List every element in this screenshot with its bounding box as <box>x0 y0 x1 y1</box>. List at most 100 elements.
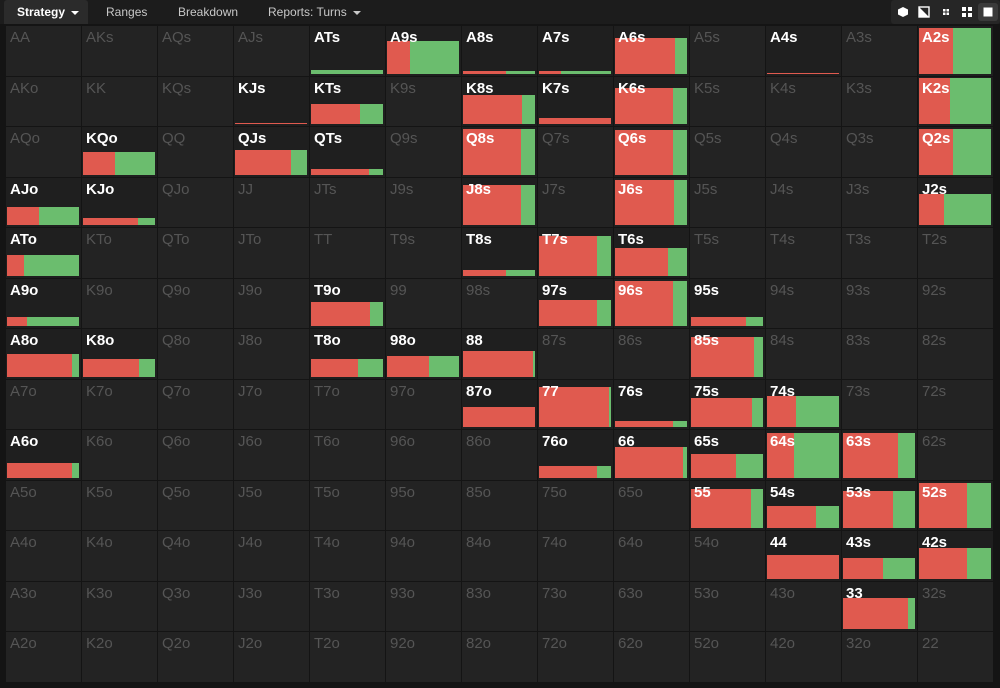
hand-cell[interactable]: 52s <box>918 480 994 531</box>
hand-cell[interactable]: 76o <box>538 430 614 481</box>
hand-cell[interactable]: 93s <box>842 278 918 329</box>
hand-cell[interactable]: J8o <box>234 329 310 380</box>
hand-cell[interactable]: 87o <box>462 379 538 430</box>
hand-cell[interactable]: 43s <box>842 531 918 582</box>
hand-cell[interactable]: Q6o <box>158 430 234 481</box>
hand-cell[interactable]: Q2s <box>918 127 994 178</box>
hand-cell[interactable]: K4s <box>766 76 842 127</box>
hand-cell[interactable]: Q7s <box>538 127 614 178</box>
hand-cell[interactable]: A3o <box>6 581 82 632</box>
hand-cell[interactable]: T5o <box>310 480 386 531</box>
hand-cell[interactable]: T6s <box>614 228 690 279</box>
hand-cell[interactable]: 98o <box>386 329 462 380</box>
hand-cell[interactable]: A6s <box>614 26 690 77</box>
hand-cell[interactable]: J5s <box>690 177 766 228</box>
hand-cell[interactable]: 74o <box>538 531 614 582</box>
hand-cell[interactable]: J8s <box>462 177 538 228</box>
hand-cell[interactable]: 63o <box>614 581 690 632</box>
hand-cell[interactable]: 44 <box>766 531 842 582</box>
hand-cell[interactable]: 97o <box>386 379 462 430</box>
hand-cell[interactable]: A4s <box>766 26 842 77</box>
hand-cell[interactable]: ATo <box>6 228 82 279</box>
hand-cell[interactable]: 88 <box>462 329 538 380</box>
hand-cell[interactable]: 84s <box>766 329 842 380</box>
hand-cell[interactable]: JJ <box>234 177 310 228</box>
hand-cell[interactable]: KK <box>82 76 158 127</box>
hand-cell[interactable]: Q4s <box>766 127 842 178</box>
hand-cell[interactable]: QQ <box>158 127 234 178</box>
hand-cell[interactable]: J6o <box>234 430 310 481</box>
hand-cell[interactable]: 96s <box>614 278 690 329</box>
hand-cell[interactable]: 54o <box>690 531 766 582</box>
hand-cell[interactable]: 66 <box>614 430 690 481</box>
hand-cell[interactable]: Q3o <box>158 581 234 632</box>
hand-cell[interactable]: 97s <box>538 278 614 329</box>
hand-cell[interactable]: QJo <box>158 177 234 228</box>
hand-cell[interactable]: 94s <box>766 278 842 329</box>
hand-cell[interactable]: A9o <box>6 278 82 329</box>
hand-cell[interactable]: 33 <box>842 581 918 632</box>
hand-cell[interactable]: T2o <box>310 632 386 683</box>
hand-cell[interactable]: K9s <box>386 76 462 127</box>
hand-cell[interactable]: 64s <box>766 430 842 481</box>
hand-cell[interactable]: J6s <box>614 177 690 228</box>
hand-cell[interactable]: 72s <box>918 379 994 430</box>
hand-cell[interactable]: Q5s <box>690 127 766 178</box>
hand-cell[interactable]: 32s <box>918 581 994 632</box>
hand-cell[interactable]: A7s <box>538 26 614 77</box>
tab-reports-turns[interactable]: Reports: Turns <box>268 0 361 24</box>
hand-cell[interactable]: T7s <box>538 228 614 279</box>
hand-cell[interactable]: AKo <box>6 76 82 127</box>
compact-grid-view-button[interactable] <box>936 3 956 21</box>
hand-cell[interactable]: 93o <box>386 581 462 632</box>
hand-cell[interactable]: A4o <box>6 531 82 582</box>
hand-cell[interactable]: Q4o <box>158 531 234 582</box>
hand-cell[interactable]: A6o <box>6 430 82 481</box>
hand-cell[interactable]: ATs <box>310 26 386 77</box>
hand-cell[interactable]: T9o <box>310 278 386 329</box>
hand-cell[interactable]: 73s <box>842 379 918 430</box>
tab-strategy[interactable]: Strategy <box>4 0 88 24</box>
hand-cell[interactable]: Q7o <box>158 379 234 430</box>
hand-cell[interactable]: A5o <box>6 480 82 531</box>
hand-cell[interactable]: K8o <box>82 329 158 380</box>
hand-cell[interactable]: 98s <box>462 278 538 329</box>
hand-cell[interactable]: 75o <box>538 480 614 531</box>
hand-cell[interactable]: J4o <box>234 531 310 582</box>
hand-cell[interactable]: 65s <box>690 430 766 481</box>
hand-cell[interactable]: K9o <box>82 278 158 329</box>
hand-cell[interactable]: Q3s <box>842 127 918 178</box>
hand-cell[interactable]: 22 <box>918 632 994 683</box>
hand-cell[interactable]: Q6s <box>614 127 690 178</box>
hand-cell[interactable]: JTo <box>234 228 310 279</box>
hand-cell[interactable]: QJs <box>234 127 310 178</box>
hand-cell[interactable]: K7o <box>82 379 158 430</box>
hand-cell[interactable]: J9o <box>234 278 310 329</box>
hand-cell[interactable]: Q2o <box>158 632 234 683</box>
hand-cell[interactable]: KQs <box>158 76 234 127</box>
hand-cell[interactable]: AA <box>6 26 82 77</box>
hand-cell[interactable]: 95s <box>690 278 766 329</box>
hand-cell[interactable]: J4s <box>766 177 842 228</box>
hand-cell[interactable]: A8s <box>462 26 538 77</box>
hand-cell[interactable]: Q9o <box>158 278 234 329</box>
hand-cell[interactable]: KJs <box>234 76 310 127</box>
hand-cell[interactable]: T8o <box>310 329 386 380</box>
tab-ranges[interactable]: Ranges <box>106 0 147 24</box>
single-view-button[interactable] <box>978 3 998 21</box>
hand-cell[interactable]: 94o <box>386 531 462 582</box>
hand-cell[interactable]: A2s <box>918 26 994 77</box>
hand-cell[interactable]: K2s <box>918 76 994 127</box>
hand-cell[interactable]: A7o <box>6 379 82 430</box>
hand-cell[interactable]: T4o <box>310 531 386 582</box>
hand-cell[interactable]: 95o <box>386 480 462 531</box>
hand-cell[interactable]: A8o <box>6 329 82 380</box>
hand-cell[interactable]: K3o <box>82 581 158 632</box>
hand-cell[interactable]: 86s <box>614 329 690 380</box>
hand-cell[interactable]: 92o <box>386 632 462 683</box>
hand-cell[interactable]: 85o <box>462 480 538 531</box>
hand-cell[interactable]: 83o <box>462 581 538 632</box>
hand-cell[interactable]: K7s <box>538 76 614 127</box>
contrast-view-button[interactable] <box>914 3 934 21</box>
hand-cell[interactable]: 82o <box>462 632 538 683</box>
